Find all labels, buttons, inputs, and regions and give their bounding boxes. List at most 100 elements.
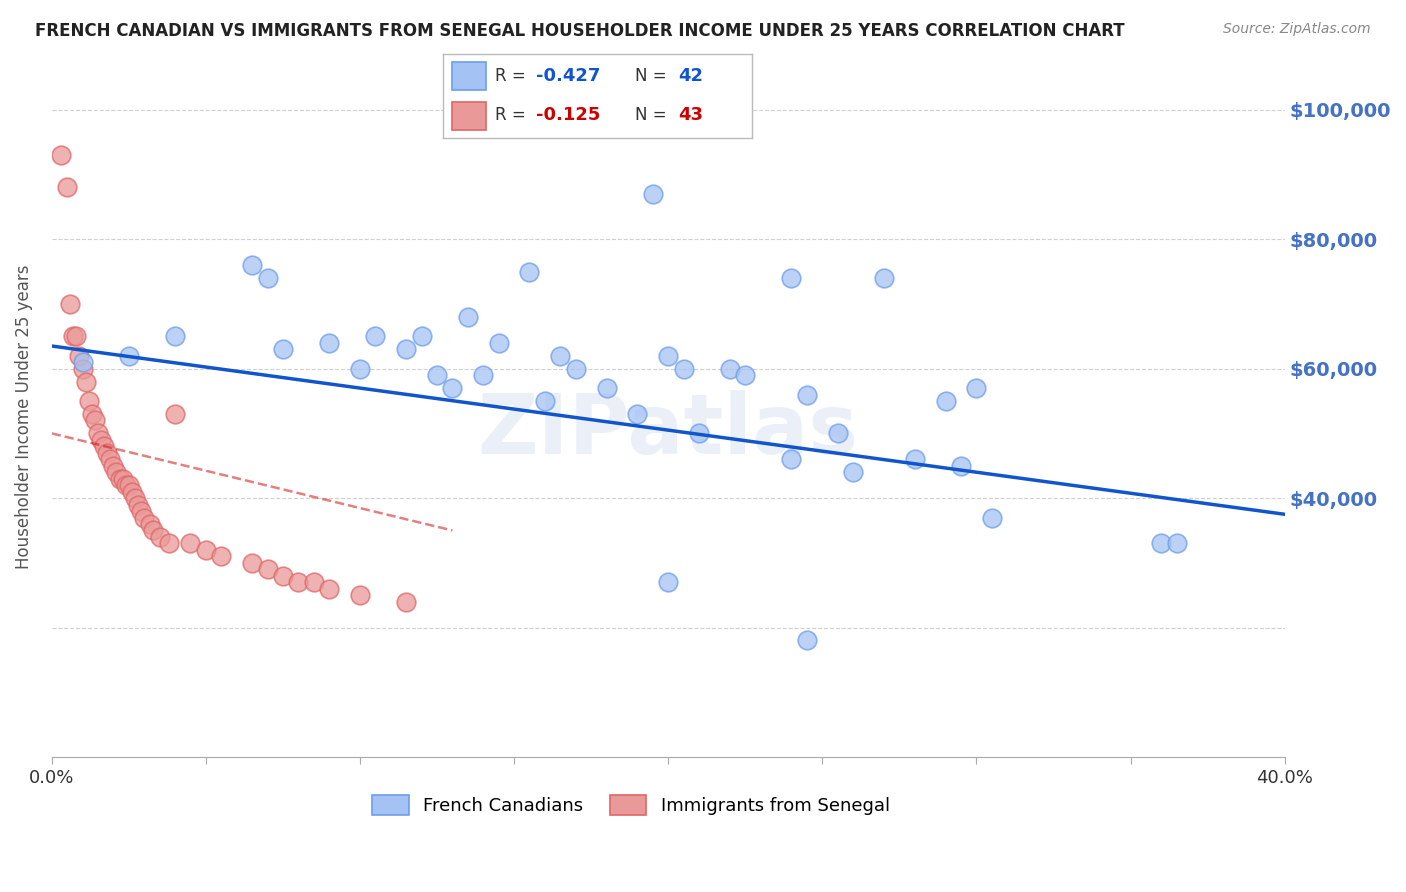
Point	[93, 439, 115, 453]
Point	[626, 407, 648, 421]
FancyBboxPatch shape	[453, 62, 486, 90]
Point	[564, 361, 586, 376]
Point	[457, 310, 479, 324]
Point	[83, 413, 105, 427]
Point	[142, 524, 165, 538]
Point	[718, 361, 741, 376]
Point	[149, 530, 172, 544]
Point	[240, 258, 263, 272]
Point	[488, 335, 510, 350]
Point	[302, 575, 325, 590]
Point	[950, 458, 973, 473]
Point	[519, 264, 541, 278]
Point	[194, 542, 217, 557]
Point	[827, 426, 849, 441]
Point	[688, 426, 710, 441]
Point	[114, 478, 136, 492]
Point	[472, 368, 495, 383]
Point	[240, 556, 263, 570]
Point	[641, 186, 664, 201]
Point	[90, 433, 112, 447]
Point	[780, 452, 803, 467]
Point	[98, 452, 121, 467]
Point	[534, 394, 557, 409]
Point	[1150, 536, 1173, 550]
Point	[965, 381, 987, 395]
Point	[103, 458, 125, 473]
Point	[72, 361, 94, 376]
Point	[256, 562, 278, 576]
Point	[96, 446, 118, 460]
Point	[873, 271, 896, 285]
Point	[62, 329, 84, 343]
Point	[364, 329, 387, 343]
Point	[318, 335, 340, 350]
Text: -0.427: -0.427	[536, 68, 600, 86]
Point	[77, 394, 100, 409]
Point	[118, 478, 141, 492]
Point	[271, 568, 294, 582]
Point	[157, 536, 180, 550]
Point	[842, 465, 865, 479]
Point	[111, 472, 134, 486]
Point	[1166, 536, 1188, 550]
Text: 43: 43	[678, 106, 703, 124]
Point	[105, 465, 128, 479]
Point	[69, 349, 91, 363]
Point	[134, 510, 156, 524]
Point	[108, 472, 131, 486]
Point	[65, 329, 87, 343]
Text: R =: R =	[495, 68, 526, 86]
Point	[163, 329, 186, 343]
Point	[139, 516, 162, 531]
Point	[595, 381, 617, 395]
FancyBboxPatch shape	[453, 102, 486, 130]
Point	[980, 510, 1002, 524]
Point	[80, 407, 103, 421]
Point	[441, 381, 464, 395]
Point	[349, 361, 371, 376]
Point	[411, 329, 433, 343]
Text: 42: 42	[678, 68, 703, 86]
Legend: French Canadians, Immigrants from Senegal: French Canadians, Immigrants from Senega…	[366, 788, 897, 822]
Point	[121, 484, 143, 499]
Text: FRENCH CANADIAN VS IMMIGRANTS FROM SENEGAL HOUSEHOLDER INCOME UNDER 25 YEARS COR: FRENCH CANADIAN VS IMMIGRANTS FROM SENEG…	[35, 22, 1125, 40]
Y-axis label: Householder Income Under 25 years: Householder Income Under 25 years	[15, 265, 32, 569]
Point	[349, 588, 371, 602]
Point	[72, 355, 94, 369]
Text: -0.125: -0.125	[536, 106, 600, 124]
Point	[124, 491, 146, 505]
Point	[129, 504, 152, 518]
Point	[395, 594, 418, 608]
Point	[550, 349, 572, 363]
Point	[672, 361, 695, 376]
Point	[271, 343, 294, 357]
Point	[796, 387, 818, 401]
Text: ZIPatlas: ZIPatlas	[478, 391, 859, 471]
Text: R =: R =	[495, 106, 526, 124]
Point	[75, 375, 97, 389]
Text: N =: N =	[634, 68, 666, 86]
Point	[426, 368, 449, 383]
Point	[935, 394, 957, 409]
Point	[780, 271, 803, 285]
Point	[49, 148, 72, 162]
Point	[796, 633, 818, 648]
Point	[59, 297, 82, 311]
Text: Source: ZipAtlas.com: Source: ZipAtlas.com	[1223, 22, 1371, 37]
Point	[179, 536, 201, 550]
Point	[87, 426, 110, 441]
Point	[209, 549, 232, 564]
Point	[118, 349, 141, 363]
Point	[256, 271, 278, 285]
Point	[657, 575, 679, 590]
Point	[163, 407, 186, 421]
Point	[318, 582, 340, 596]
Point	[287, 575, 309, 590]
Text: N =: N =	[634, 106, 666, 124]
Point	[56, 180, 79, 194]
Point	[657, 349, 679, 363]
Point	[127, 498, 149, 512]
Point	[734, 368, 756, 383]
Point	[395, 343, 418, 357]
